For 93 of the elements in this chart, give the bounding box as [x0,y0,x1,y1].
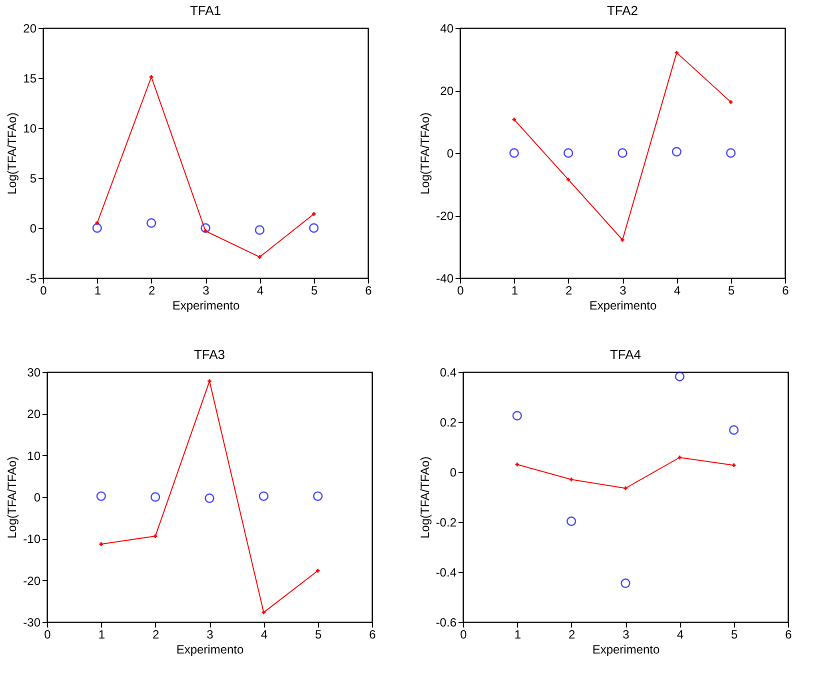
point [672,146,682,157]
point [258,491,268,501]
point [204,493,214,504]
point [313,491,323,501]
y-tick-label: 10 [23,122,37,136]
x-tick-label: 3 [622,628,630,642]
x-tick-label: 1 [98,628,106,642]
y-tick-label: -0.2 [436,516,457,530]
point [618,148,628,158]
x-tick-label: 6 [365,284,372,298]
x-axis-title: Experimento [592,642,660,656]
point [200,223,210,233]
point [146,218,156,228]
y-tick-label: 30 [27,366,41,380]
x-tick-label: 0 [460,628,468,642]
y-axis-title: Log(TFA/TFAo) [418,456,432,539]
x-tick-label: 4 [676,628,684,642]
y-tick-label: -0.6 [436,616,457,630]
y-tick-label: 0 [450,466,457,480]
x-tick-label: 5 [314,628,322,642]
point [620,578,630,588]
point [150,492,160,502]
y-tick-label: 5 [30,172,37,186]
x-tick-label: 1 [94,284,102,298]
y-tick-label: -0.4 [436,566,457,580]
x-axis-title: Experimento [172,298,240,312]
y-tick-label: 0 [34,490,41,504]
y-tick-label: 20 [440,84,454,98]
chart-title: TFA4 [610,347,642,362]
x-tick-label: 4 [256,284,264,298]
chart-title: TFA1 [190,3,222,18]
x-tick-label: 4 [260,628,268,642]
x-tick-label: 3 [206,628,214,642]
x-tick-label: 5 [730,628,738,642]
x-tick-label: 3 [202,284,210,298]
point [729,425,739,435]
y-tick-label: -10 [23,532,41,546]
y-axis-title: Log(TFA/TFAo) [5,456,20,539]
point [566,178,570,182]
x-tick-label: 6 [782,284,790,298]
point [262,610,266,614]
x-tick-label: 2 [152,628,160,642]
point [674,372,684,382]
point [153,534,158,538]
x-tick-label: 4 [674,284,681,298]
point [566,516,576,526]
x-tick-label: 2 [565,284,572,298]
point [509,148,519,158]
point [564,148,574,158]
y-tick-label: -5 [26,272,37,286]
y-tick-label: 10 [27,448,41,463]
x-tick-label: 6 [785,628,792,642]
y-tick-label: 15 [23,72,37,86]
x-tick-label: 5 [310,284,318,298]
y-tick-label: -30 [23,616,41,630]
chart-title: TFA2 [606,3,638,18]
x-axis-title: Experimento [176,642,244,656]
point [732,463,736,468]
y-tick-label: 0 [30,222,37,236]
y-tick-label: -20 [436,209,454,223]
y-tick-label: 0 [446,146,454,160]
point [254,225,264,235]
point [728,100,733,104]
chart-title: TFA3 [194,347,226,362]
x-tick-label: 6 [369,628,376,642]
y-tick-label: 20 [27,407,41,422]
x-tick-label: 2 [148,284,156,298]
y-axis-title: Log(TFA/TFAo) [418,112,432,195]
line-series [95,75,316,259]
point [316,568,320,573]
y-axis-title: Log(TFA/TFAo) [5,112,20,195]
point [92,223,102,233]
x-tick-label: 1 [514,628,522,642]
x-tick-label: 5 [728,284,735,298]
point [99,542,104,546]
x-tick-label: 3 [620,284,627,298]
point [96,491,106,501]
y-tick-label: 0.2 [440,416,457,430]
x-tick-label: 1 [511,284,518,298]
point [309,223,319,233]
y-tick-label: 20 [23,22,37,36]
y-tick-label: -40 [436,272,454,286]
x-tick-label: 2 [568,628,576,642]
point [726,148,736,158]
x-tick-label: 0 [44,628,52,642]
point [512,410,522,421]
y-tick-label: 0.4 [440,366,457,380]
point [512,118,516,122]
point [674,50,679,55]
y-tick-label: -20 [23,574,41,588]
x-axis-title: Experimento [589,298,658,312]
line-series [512,50,733,242]
y-tick-label: 40 [440,22,454,36]
